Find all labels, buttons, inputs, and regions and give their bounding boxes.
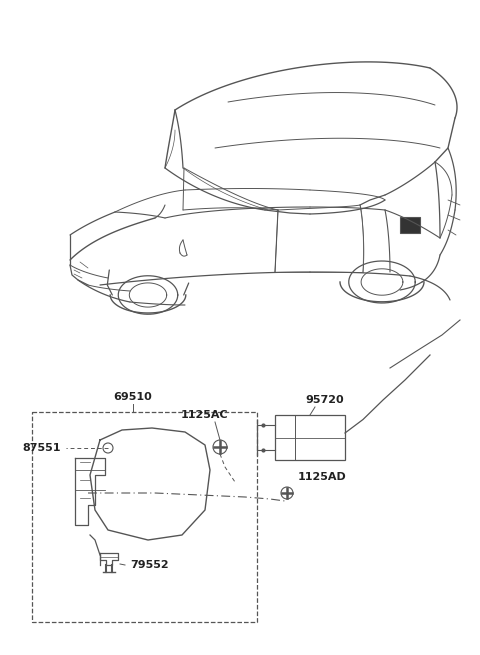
Bar bbox=[32, 412, 257, 622]
Text: 1125AC: 1125AC bbox=[181, 410, 229, 420]
Bar bbox=[275, 415, 345, 460]
Text: 1125AD: 1125AD bbox=[298, 472, 347, 482]
Text: 69510: 69510 bbox=[114, 392, 152, 402]
Text: 87551: 87551 bbox=[23, 443, 61, 453]
Text: 95720: 95720 bbox=[305, 395, 344, 405]
FancyBboxPatch shape bbox=[400, 217, 420, 233]
Text: 79552: 79552 bbox=[130, 560, 168, 570]
